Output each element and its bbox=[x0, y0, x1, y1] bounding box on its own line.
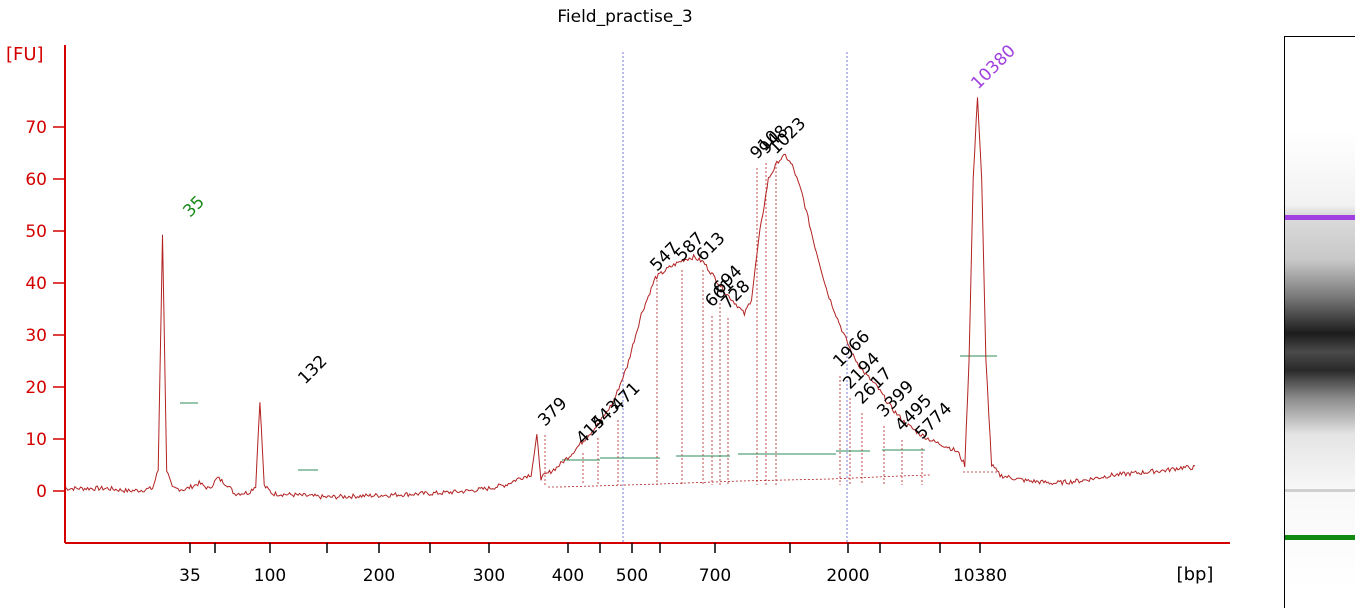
x-tick-label: 300 bbox=[473, 566, 505, 586]
peak-label: 132 bbox=[294, 351, 331, 388]
x-tick-label: 2000 bbox=[826, 566, 869, 586]
electropherogram-trace bbox=[64, 97, 1196, 500]
gel-lane bbox=[1285, 131, 1355, 591]
y-axis-label: [FU] bbox=[6, 44, 44, 65]
chart-title: Field_practise_3 bbox=[557, 7, 692, 27]
y-tick-label: 70 bbox=[25, 118, 47, 138]
peak-label: 10380 bbox=[967, 41, 1019, 93]
x-tick-label: 100 bbox=[254, 566, 286, 586]
x-tick-label: 500 bbox=[616, 566, 648, 586]
x-tick-label: 35 bbox=[179, 566, 201, 586]
x-tick-label: 10380 bbox=[953, 566, 1007, 586]
peak-label: 379 bbox=[534, 393, 571, 430]
x-axis-label: [bp] bbox=[1177, 564, 1214, 585]
y-tick-label: 40 bbox=[25, 274, 47, 294]
gel-band-faint bbox=[1285, 489, 1355, 492]
y-tick-label: 0 bbox=[36, 482, 47, 502]
electropherogram-chart: Field_practise_3 [FU] [bp] 0 10 20 30 40 50 60… bbox=[6, 7, 1230, 586]
region-baseline bbox=[548, 474, 931, 488]
x-tick-label: 400 bbox=[552, 566, 584, 586]
y-tick-label: 30 bbox=[25, 326, 47, 346]
x-tick-label: 700 bbox=[699, 566, 731, 586]
peak-label: 35 bbox=[179, 192, 208, 221]
y-tick-label: 60 bbox=[25, 170, 47, 190]
y-tick-label: 50 bbox=[25, 222, 47, 242]
gel-band-lower-marker bbox=[1285, 535, 1355, 540]
x-tick-label: 200 bbox=[363, 566, 395, 586]
gel-band-upper-marker bbox=[1285, 215, 1355, 220]
gel-image bbox=[1284, 36, 1355, 608]
y-tick-label: 20 bbox=[25, 378, 47, 398]
y-tick-label: 10 bbox=[25, 430, 47, 450]
